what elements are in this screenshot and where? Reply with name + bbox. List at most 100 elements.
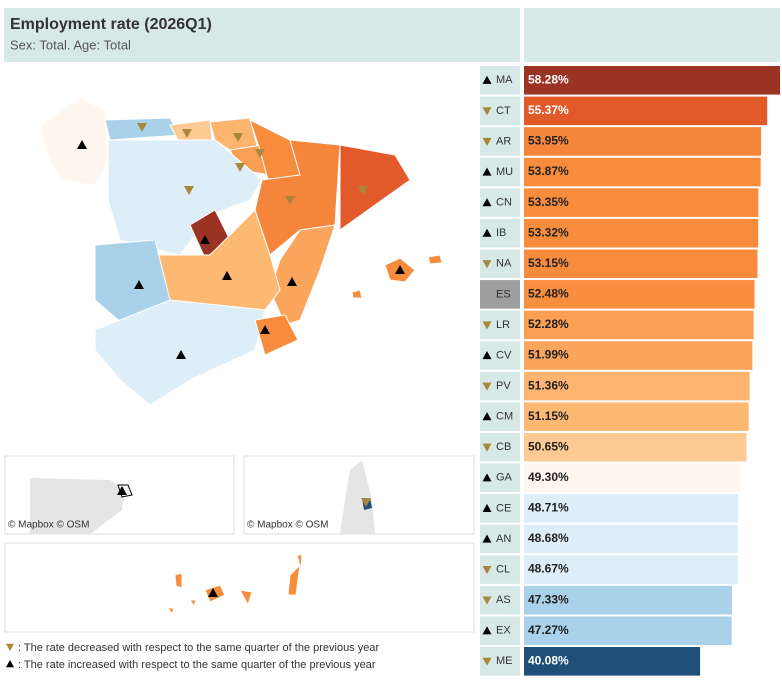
map-trend-marker — [117, 486, 127, 495]
map-attribution: © Mapbox © OSM — [8, 520, 89, 531]
map-trend-marker — [222, 271, 232, 280]
bar — [524, 616, 732, 646]
value-label: 58.28% — [528, 72, 569, 86]
category-label: GA — [496, 472, 513, 484]
value-label: 47.33% — [528, 592, 569, 606]
bar — [524, 555, 738, 584]
category-label: LR — [496, 319, 510, 331]
header-bg — [4, 8, 520, 62]
value-label: 51.36% — [528, 378, 569, 392]
legend-symbol — [6, 643, 14, 651]
bar — [524, 341, 753, 370]
trend-marker — [482, 228, 492, 237]
bar — [524, 402, 749, 431]
value-label: 51.99% — [528, 348, 569, 362]
trend-marker — [482, 503, 492, 513]
legend-text: : The rate increased with respect to the… — [18, 659, 376, 671]
value-label: 47.27% — [528, 623, 569, 637]
inset-land — [340, 460, 375, 534]
value-label: 48.71% — [528, 501, 569, 515]
bar — [524, 157, 761, 187]
trend-marker — [482, 565, 492, 575]
map-trend-marker — [77, 140, 87, 149]
value-label: 50.65% — [528, 439, 569, 453]
value-label: 53.32% — [528, 225, 569, 239]
trend-marker — [482, 75, 492, 84]
category-label: MA — [496, 74, 513, 86]
map-trend-marker — [361, 498, 371, 507]
trend-marker — [482, 382, 492, 391]
category-label: MU — [496, 166, 513, 178]
map-trend-marker — [235, 163, 245, 172]
chart-title: Employment rate (2026Q1) — [10, 16, 212, 33]
trend-marker — [482, 260, 492, 269]
trend-marker — [482, 596, 492, 605]
category-label: CM — [496, 411, 513, 423]
map-trend-marker — [134, 280, 144, 289]
bar — [524, 432, 747, 462]
value-label: 53.95% — [528, 134, 569, 148]
category-label: IB — [496, 227, 506, 239]
value-label: 48.67% — [528, 562, 569, 576]
trend-marker — [482, 137, 492, 146]
map-trend-marker — [182, 129, 192, 138]
map-trend-marker — [184, 186, 194, 195]
map-trend-marker — [255, 149, 265, 158]
category-label: CN — [496, 197, 512, 209]
category-label: CE — [496, 502, 511, 514]
map-trend-marker — [208, 588, 218, 597]
value-label: 53.87% — [528, 164, 569, 178]
trend-marker — [482, 626, 492, 635]
category-label: NA — [496, 258, 512, 270]
map-trend-marker — [395, 265, 405, 274]
category-label: CL — [496, 563, 510, 575]
inset-frame — [4, 455, 235, 535]
trend-marker — [482, 473, 492, 482]
category-label: CV — [496, 349, 512, 361]
map-trend-marker — [200, 235, 210, 244]
category-label: EX — [496, 625, 511, 637]
bar — [524, 188, 759, 217]
category-label: ES — [496, 288, 511, 300]
category-label: ME — [496, 655, 513, 667]
trend-marker — [482, 167, 492, 176]
category-label: AN — [496, 533, 511, 545]
value-label: 49.30% — [528, 470, 569, 484]
bar — [524, 463, 741, 493]
category-label: PV — [496, 380, 511, 392]
value-label: 48.68% — [528, 531, 569, 545]
value-label: 53.35% — [528, 195, 569, 209]
value-label: 53.15% — [528, 256, 569, 270]
bar — [524, 249, 758, 279]
bar — [524, 647, 701, 676]
trend-marker — [482, 351, 492, 360]
bar — [524, 310, 754, 340]
bar — [524, 66, 780, 95]
map-trend-marker — [285, 196, 295, 205]
chart-subtitle: Sex: Total. Age: Total — [10, 37, 131, 52]
category-label: CB — [496, 441, 511, 453]
category-label: AR — [496, 135, 511, 147]
map-trend-marker — [358, 186, 368, 195]
bar — [524, 494, 738, 523]
value-label: 52.48% — [528, 287, 569, 301]
legend-symbol — [6, 660, 14, 668]
category-label: CT — [496, 105, 511, 117]
bar — [524, 96, 768, 126]
map-trend-marker — [176, 350, 186, 359]
value-label: 52.28% — [528, 317, 569, 331]
inset-land — [30, 478, 125, 534]
value-label: 55.37% — [528, 103, 569, 117]
bar — [524, 280, 755, 309]
value-label: 40.08% — [528, 653, 569, 667]
inset-frame — [4, 542, 475, 633]
trend-marker — [482, 107, 492, 116]
map — [39, 97, 443, 616]
bar — [524, 371, 750, 401]
bar — [524, 524, 738, 554]
bar — [524, 127, 761, 156]
trend-marker — [482, 443, 492, 452]
legend-text: : The rate decreased with respect to the… — [18, 642, 379, 654]
